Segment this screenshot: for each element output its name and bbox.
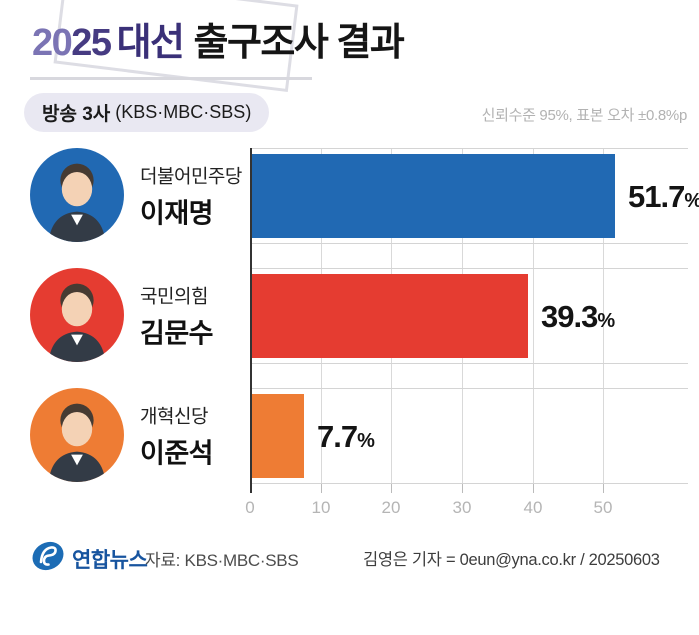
candidate-labels: 개혁신당 이준석 bbox=[140, 402, 214, 471]
candidate-photo bbox=[30, 148, 124, 242]
candidate-labels: 더불어민주당 이재명 bbox=[140, 162, 242, 231]
x-tick-label: 30 bbox=[452, 498, 472, 517]
badge-bold-text: 방송 3사 bbox=[42, 104, 111, 125]
party-name: 국민의힘 bbox=[140, 286, 208, 308]
bar bbox=[250, 274, 528, 358]
x-tick-mark bbox=[321, 484, 322, 493]
party-name: 개혁신당 bbox=[140, 406, 208, 428]
plot-area: 51.7% 39.3% 7.7% 0 10 20 30 40 50 bbox=[245, 148, 699, 517]
bar-row: 39.3% bbox=[250, 268, 688, 364]
value-label: 39.3% bbox=[541, 301, 615, 332]
yonhap-logo-icon bbox=[30, 538, 66, 574]
reporter-byline: 김영은 기자 = 0eun@yna.co.kr / 20250603 bbox=[363, 551, 660, 569]
x-tick-mark bbox=[462, 484, 463, 493]
title-year-part1: 20 bbox=[32, 22, 73, 64]
y-axis-line bbox=[250, 148, 252, 493]
value-label: 51.7% bbox=[628, 181, 699, 212]
candidate-name: 김문수 bbox=[140, 318, 214, 349]
bar bbox=[250, 394, 304, 478]
page-title: 2025 대선 출구조사 결과 bbox=[32, 22, 405, 64]
title-year-part2: 25 bbox=[71, 22, 112, 64]
x-tick-label: 20 bbox=[381, 498, 401, 517]
value-label: 7.7% bbox=[317, 421, 375, 452]
value-number: 51.7 bbox=[628, 178, 685, 214]
person-silhouette-icon bbox=[48, 403, 106, 482]
candidate-row: 개혁신당 이준석 bbox=[30, 388, 245, 484]
title-rest: 출구조사 결과 bbox=[193, 22, 404, 64]
x-tick-label: 50 bbox=[593, 498, 613, 517]
broadcaster-badge: 방송 3사 (KBS·MBC·SBS) bbox=[24, 93, 270, 132]
title-underline bbox=[30, 77, 312, 80]
percent-sign: % bbox=[357, 429, 375, 452]
footer: 연합뉴스 자료: KBS·MBC·SBS 김영은 기자 = 0eun@yna.c… bbox=[30, 537, 699, 577]
candidate-name: 이재명 bbox=[140, 198, 214, 229]
title-election: 대선 bbox=[116, 22, 185, 64]
candidate-labels: 국민의힘 김문수 bbox=[140, 282, 214, 351]
confidence-note: 신뢰수준 95%, 표본 오차 ±0.8%p bbox=[481, 107, 688, 124]
x-tick-mark bbox=[391, 484, 392, 493]
gridline bbox=[603, 148, 604, 484]
x-tick-label: 10 bbox=[311, 498, 331, 517]
candidate-photo bbox=[30, 268, 124, 362]
gridline bbox=[533, 148, 534, 484]
percent-sign: % bbox=[597, 309, 616, 332]
x-tick-mark bbox=[533, 484, 534, 493]
x-tick-mark bbox=[603, 484, 604, 493]
party-name: 더불어민주당 bbox=[140, 166, 242, 188]
bar-row: 7.7% bbox=[250, 388, 688, 484]
person-silhouette-icon bbox=[48, 283, 106, 362]
badge-paren-text: (KBS·MBC·SBS) bbox=[115, 102, 252, 122]
agency-name: 연합뉴스 bbox=[72, 549, 148, 572]
bar-row: 51.7% bbox=[250, 148, 699, 244]
candidate-name: 이준석 bbox=[140, 438, 214, 469]
x-tick-label: 40 bbox=[523, 498, 543, 517]
bar bbox=[250, 154, 615, 238]
candidate-row: 더불어민주당 이재명 bbox=[30, 148, 245, 244]
x-tick-label: 0 bbox=[245, 498, 255, 517]
value-number: 39.3 bbox=[541, 298, 598, 334]
person-silhouette-icon bbox=[48, 163, 106, 242]
value-number: 7.7 bbox=[317, 418, 358, 454]
candidate-photo bbox=[30, 388, 124, 482]
source-credit: 자료: KBS·MBC·SBS bbox=[145, 551, 299, 570]
percent-sign: % bbox=[684, 190, 699, 212]
candidate-row: 국민의힘 김문수 bbox=[30, 268, 245, 364]
